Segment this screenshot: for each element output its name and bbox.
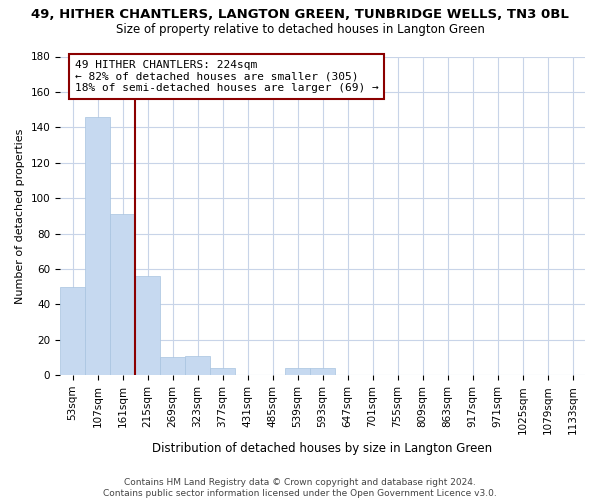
Bar bbox=[285, 368, 310, 375]
Text: 49 HITHER CHANTLERS: 224sqm
← 82% of detached houses are smaller (305)
18% of se: 49 HITHER CHANTLERS: 224sqm ← 82% of det… bbox=[75, 60, 379, 93]
Y-axis label: Number of detached properties: Number of detached properties bbox=[15, 128, 25, 304]
Text: Size of property relative to detached houses in Langton Green: Size of property relative to detached ho… bbox=[116, 22, 484, 36]
X-axis label: Distribution of detached houses by size in Langton Green: Distribution of detached houses by size … bbox=[152, 442, 493, 455]
Bar bbox=[135, 276, 160, 375]
Bar bbox=[185, 356, 210, 375]
Text: 49, HITHER CHANTLERS, LANGTON GREEN, TUNBRIDGE WELLS, TN3 0BL: 49, HITHER CHANTLERS, LANGTON GREEN, TUN… bbox=[31, 8, 569, 20]
Bar bbox=[60, 286, 85, 375]
Bar bbox=[310, 368, 335, 375]
Bar bbox=[110, 214, 135, 375]
Bar bbox=[210, 368, 235, 375]
Bar bbox=[85, 116, 110, 375]
Text: Contains HM Land Registry data © Crown copyright and database right 2024.
Contai: Contains HM Land Registry data © Crown c… bbox=[103, 478, 497, 498]
Bar bbox=[160, 358, 185, 375]
